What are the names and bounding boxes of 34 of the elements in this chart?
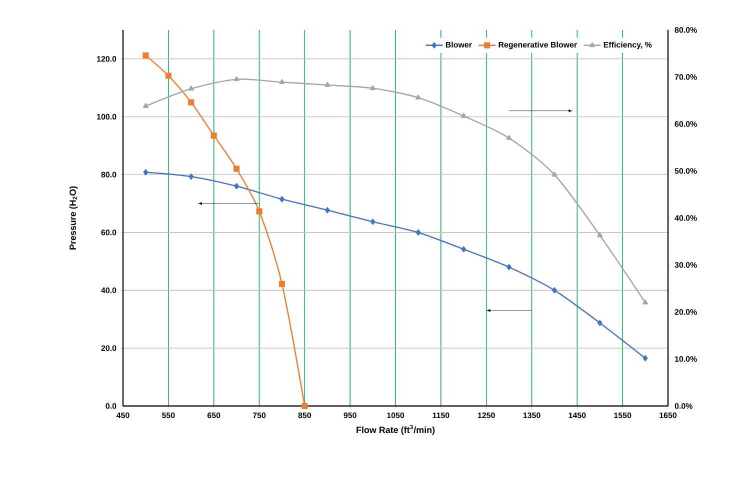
point [416, 229, 421, 236]
point [234, 183, 239, 190]
point [143, 169, 148, 176]
point [165, 72, 172, 79]
point [324, 207, 330, 214]
point [143, 103, 148, 108]
point [188, 86, 194, 91]
point [552, 287, 557, 294]
point [552, 172, 558, 177]
point [506, 264, 512, 270]
point [415, 94, 421, 100]
point [370, 85, 376, 90]
point [234, 76, 240, 82]
point [302, 402, 308, 410]
point [279, 79, 285, 84]
point [597, 320, 602, 326]
point [256, 208, 262, 214]
y-axis-title: Pressure (H$_{2}$O) [69, 186, 78, 250]
point [210, 132, 217, 139]
point [324, 82, 330, 87]
point [188, 99, 194, 106]
point [597, 232, 603, 238]
x-axis-title: Flow Rate (ft$^{3}$/min) [356, 424, 435, 435]
point [142, 52, 149, 58]
point [642, 355, 648, 362]
point [370, 218, 376, 225]
point [188, 174, 194, 180]
point [461, 246, 466, 252]
point [278, 280, 286, 287]
point [280, 196, 284, 202]
point [642, 300, 648, 304]
point [234, 166, 240, 172]
point [460, 112, 466, 118]
point [506, 135, 512, 140]
